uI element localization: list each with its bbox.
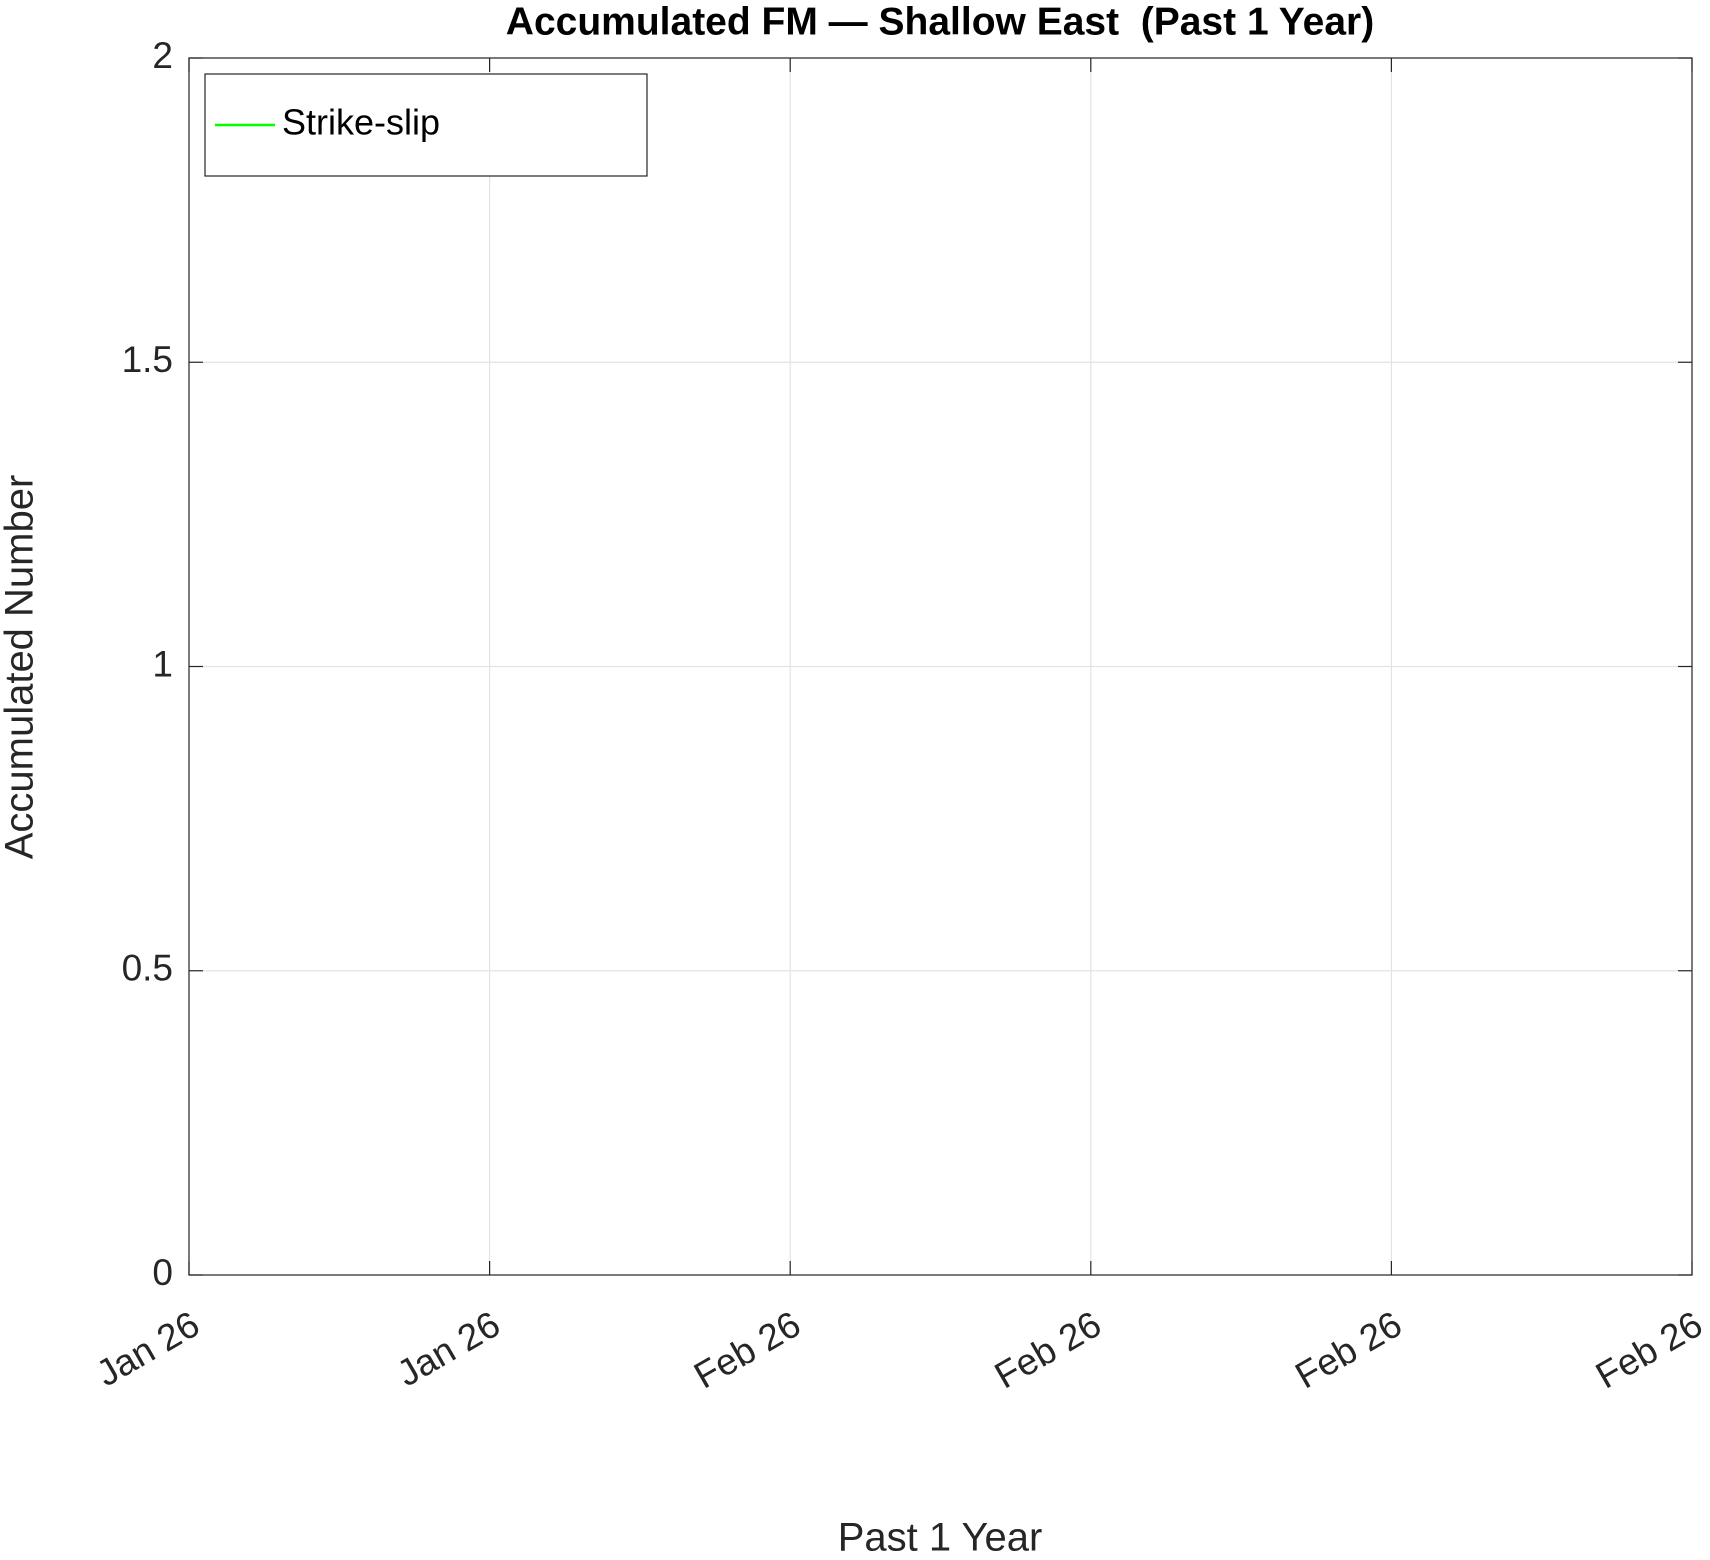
y-tick-label: 1.5 xyxy=(122,339,173,380)
y-tick-label: 0.5 xyxy=(122,948,173,989)
y-axis-label: Accumulated Number xyxy=(0,475,42,860)
legend-label: Strike-slip xyxy=(282,102,440,143)
chart-title: Accumulated FM — Shallow East (Past 1 Ye… xyxy=(506,0,1374,43)
x-axis-label: Past 1 Year xyxy=(838,1516,1043,1560)
y-tick-label: 1 xyxy=(152,643,173,684)
y-tick-label: 0 xyxy=(152,1252,173,1293)
y-tick-label: 2 xyxy=(152,35,173,76)
legend-box xyxy=(204,73,648,177)
